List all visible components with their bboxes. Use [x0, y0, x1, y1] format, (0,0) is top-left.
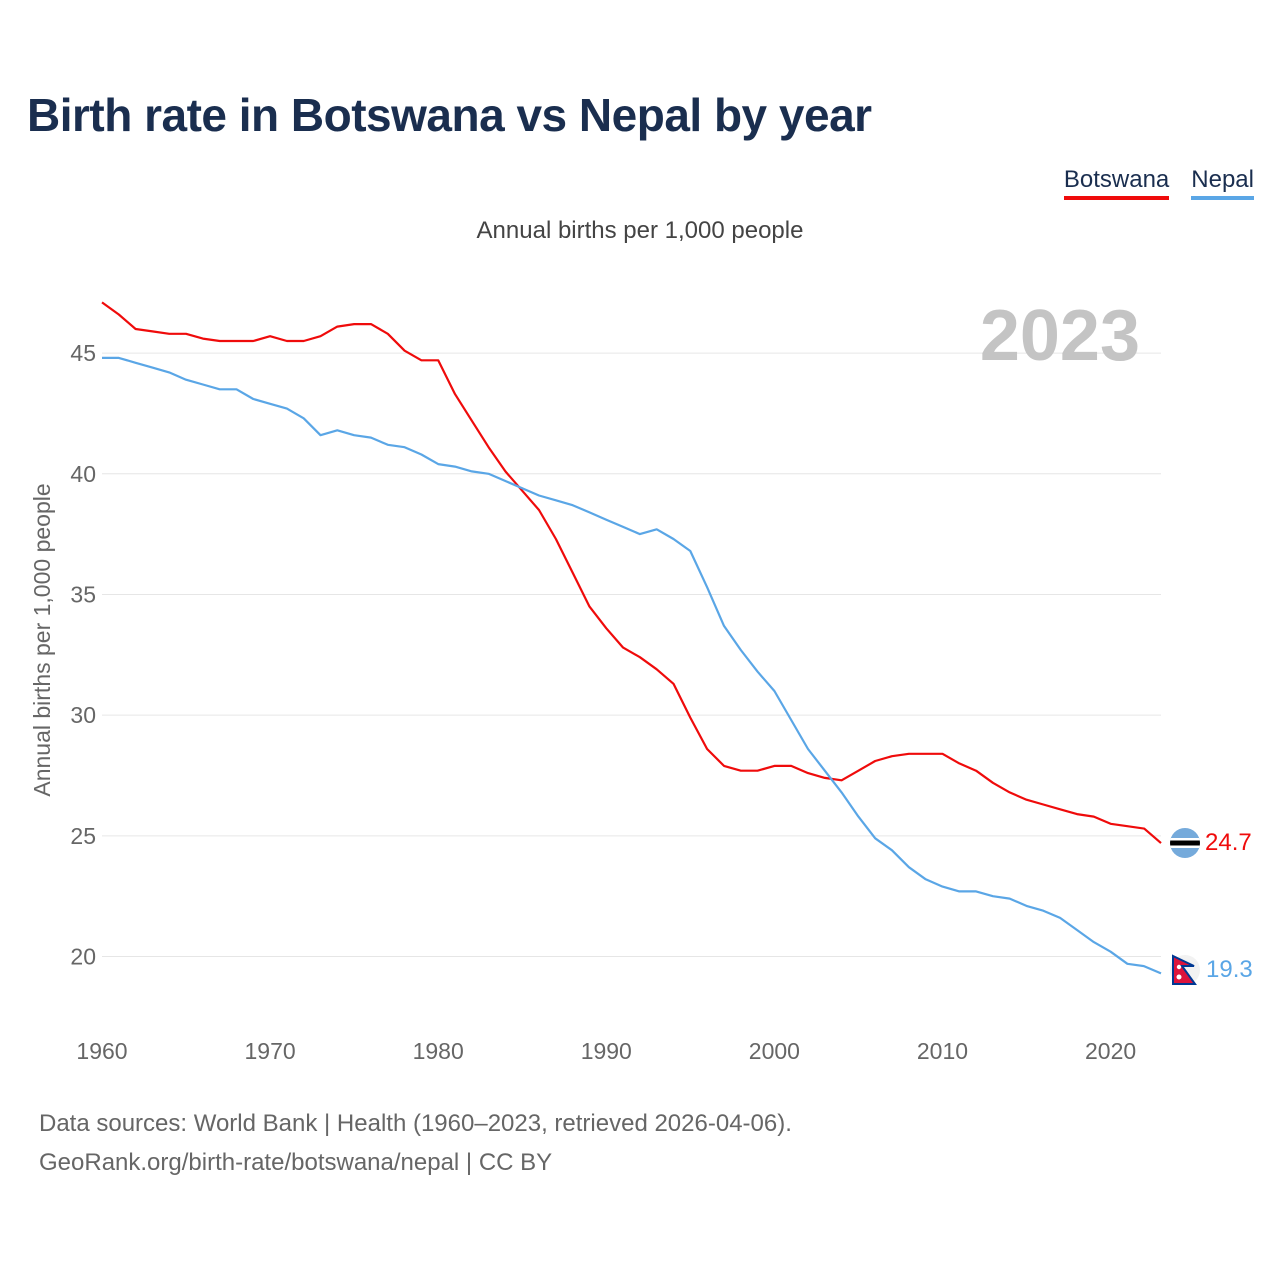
series-line-botswana [101, 301, 1162, 844]
series-line-nepal [102, 356, 1162, 975]
x-tick-1970: 1970 [245, 1038, 296, 1064]
x-tick-2000: 2000 [749, 1038, 800, 1064]
y-tick-40: 40 [70, 461, 96, 487]
x-tick-labels: 1960 1970 1980 1990 2000 2010 2020 [76, 1038, 1136, 1064]
y-tick-20: 20 [70, 944, 96, 970]
nepal-flag-icon [1170, 954, 1200, 985]
legend: Botswana Nepal [1063, 166, 1254, 200]
x-tick-2010: 2010 [917, 1038, 968, 1064]
nepal-end-value: 19.3 [1206, 956, 1253, 983]
y-tick-45: 45 [70, 340, 96, 366]
x-tick-2020: 2020 [1085, 1038, 1136, 1064]
y-tick-25: 25 [70, 823, 96, 849]
year-badge: 2023 [980, 296, 1140, 376]
x-tick-1980: 1980 [413, 1038, 464, 1064]
series-lines [101, 301, 1162, 975]
legend-item-nepal[interactable]: Nepal [1191, 166, 1254, 200]
legend-item-botswana[interactable]: Botswana [1063, 166, 1170, 200]
x-tick-1990: 1990 [581, 1038, 632, 1064]
botswana-end-value: 24.7 [1205, 829, 1252, 856]
botswana-flag-icon [1170, 828, 1200, 858]
footer-sources: Data sources: World Bank | Health (1960–… [39, 1110, 792, 1137]
y-tick-labels: 20 25 30 35 40 45 [70, 340, 96, 969]
y-tick-35: 35 [70, 581, 96, 607]
x-tick-1960: 1960 [76, 1038, 127, 1064]
chart-title: Birth rate in Botswana vs Nepal by year [27, 89, 872, 141]
gridlines [102, 352, 1161, 958]
footer: Data sources: World Bank | Health (1960–… [39, 1104, 792, 1182]
y-tick-30: 30 [70, 702, 96, 728]
chart-subtitle: Annual births per 1,000 people [476, 217, 804, 244]
footer-attribution: GeoRank.org/birth-rate/botswana/nepal | … [39, 1149, 553, 1176]
y-axis-label: Annual births per 1,000 people [29, 483, 55, 796]
